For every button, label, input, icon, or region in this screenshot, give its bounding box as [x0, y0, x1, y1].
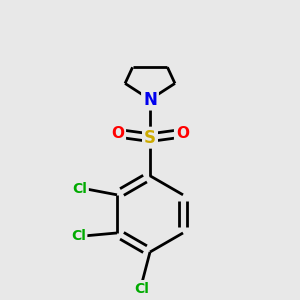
Text: Cl: Cl — [72, 182, 87, 196]
Text: S: S — [144, 129, 156, 147]
Text: Cl: Cl — [71, 229, 86, 243]
Text: O: O — [111, 126, 124, 141]
Text: O: O — [176, 126, 189, 141]
Text: Cl: Cl — [134, 282, 148, 296]
Text: N: N — [143, 91, 157, 109]
